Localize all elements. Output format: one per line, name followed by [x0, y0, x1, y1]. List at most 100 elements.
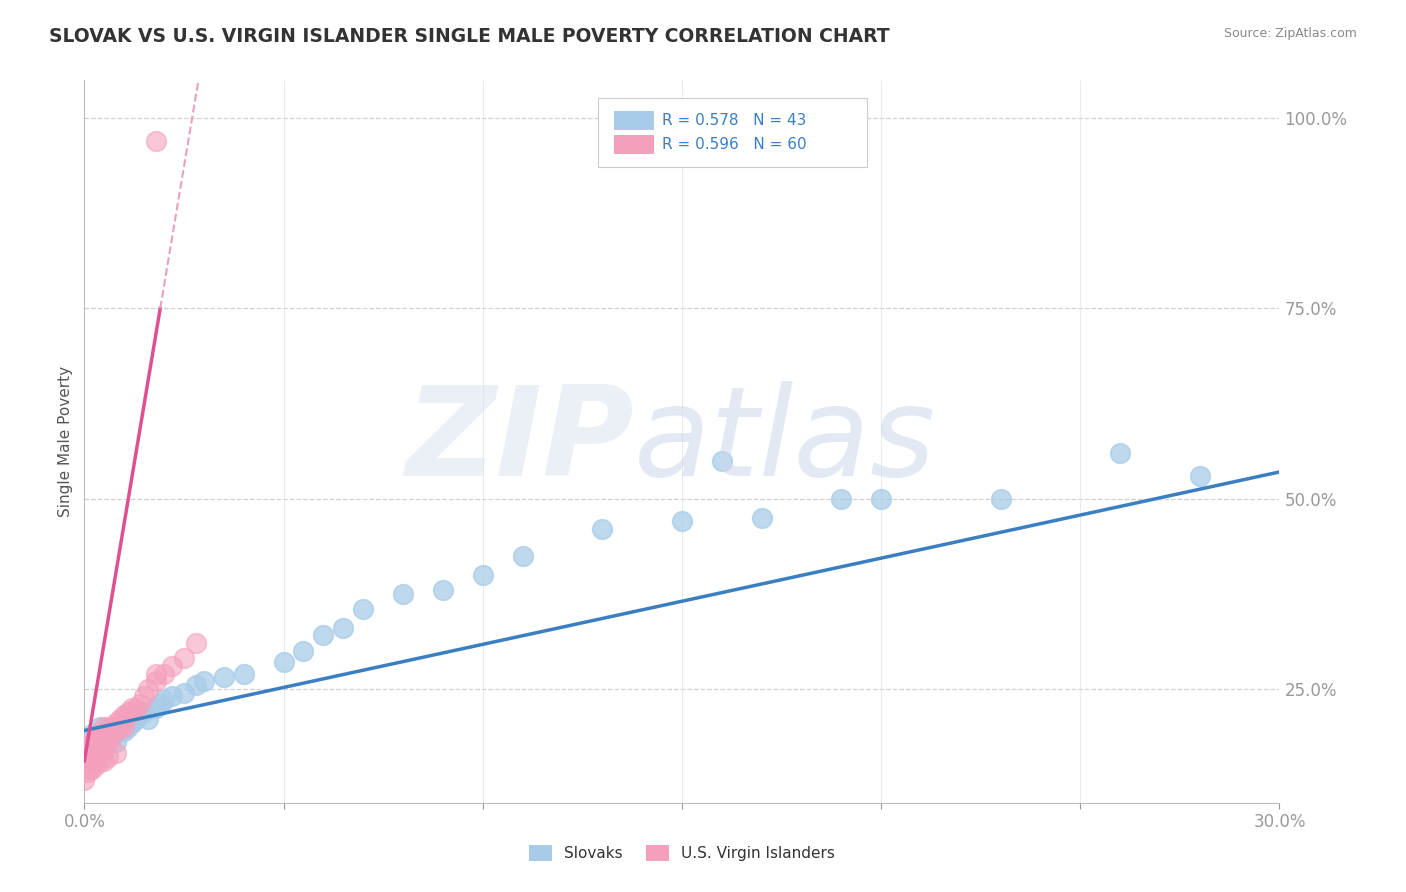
- Point: [110, 723, 132, 738]
- Point: [77, 742, 100, 756]
- Point: [121, 700, 143, 714]
- Point: [110, 720, 132, 734]
- Point: [97, 735, 120, 749]
- Point: [86, 750, 108, 764]
- Point: [77, 735, 100, 749]
- Point: [132, 690, 156, 704]
- Point: [112, 720, 135, 734]
- Point: [212, 670, 235, 684]
- Point: [149, 697, 172, 711]
- Point: [82, 739, 104, 753]
- Text: R = 0.578   N = 43: R = 0.578 N = 43: [662, 113, 806, 128]
- Point: [117, 708, 139, 723]
- Point: [93, 720, 115, 734]
- Point: [97, 750, 120, 764]
- Point: [105, 747, 128, 761]
- Point: [136, 681, 159, 696]
- Point: [160, 659, 183, 673]
- Point: [432, 582, 454, 597]
- Text: R = 0.596   N = 60: R = 0.596 N = 60: [662, 137, 806, 152]
- Point: [193, 674, 215, 689]
- FancyBboxPatch shape: [614, 136, 654, 154]
- Point: [184, 636, 207, 650]
- Point: [312, 628, 335, 642]
- Point: [101, 727, 124, 741]
- Point: [73, 747, 96, 761]
- Point: [89, 754, 111, 768]
- Point: [93, 742, 115, 756]
- Point: [89, 742, 111, 756]
- Point: [93, 731, 115, 746]
- Point: [73, 750, 96, 764]
- Point: [870, 491, 893, 506]
- Point: [97, 727, 120, 741]
- Point: [82, 727, 104, 741]
- Point: [990, 491, 1012, 506]
- Text: atlas: atlas: [634, 381, 936, 502]
- Point: [591, 522, 613, 536]
- Point: [125, 700, 148, 714]
- Legend: Slovaks, U.S. Virgin Islanders: Slovaks, U.S. Virgin Islanders: [523, 839, 841, 867]
- Point: [129, 697, 152, 711]
- FancyBboxPatch shape: [599, 98, 868, 167]
- Point: [112, 712, 135, 726]
- Point: [93, 754, 115, 768]
- Point: [129, 705, 152, 719]
- Point: [82, 742, 104, 756]
- Point: [82, 754, 104, 768]
- Point: [471, 567, 494, 582]
- Point: [77, 739, 100, 753]
- Point: [82, 762, 104, 776]
- Point: [89, 727, 111, 741]
- Point: [110, 712, 132, 726]
- FancyBboxPatch shape: [614, 112, 654, 130]
- Point: [121, 705, 143, 719]
- Point: [145, 666, 167, 681]
- Point: [153, 666, 176, 681]
- Point: [77, 747, 100, 761]
- Text: ZIP: ZIP: [405, 381, 634, 502]
- Point: [86, 757, 108, 772]
- Point: [117, 705, 139, 719]
- Point: [392, 587, 415, 601]
- Point: [232, 666, 254, 681]
- Point: [97, 727, 120, 741]
- Point: [132, 705, 156, 719]
- Point: [273, 655, 295, 669]
- Point: [86, 735, 108, 749]
- Point: [101, 731, 124, 746]
- Point: [77, 765, 100, 780]
- Point: [82, 735, 104, 749]
- Point: [125, 712, 148, 726]
- Point: [86, 731, 108, 746]
- Point: [671, 515, 693, 529]
- Text: SLOVAK VS U.S. VIRGIN ISLANDER SINGLE MALE POVERTY CORRELATION CHART: SLOVAK VS U.S. VIRGIN ISLANDER SINGLE MA…: [49, 27, 890, 45]
- Text: Source: ZipAtlas.com: Source: ZipAtlas.com: [1223, 27, 1357, 40]
- Point: [77, 750, 100, 764]
- Point: [136, 712, 159, 726]
- Point: [160, 690, 183, 704]
- Point: [73, 772, 96, 787]
- Point: [93, 735, 115, 749]
- Point: [292, 643, 315, 657]
- Point: [1109, 446, 1132, 460]
- Point: [101, 720, 124, 734]
- Point: [121, 715, 143, 730]
- Point: [173, 685, 195, 699]
- Point: [184, 678, 207, 692]
- Point: [105, 735, 128, 749]
- Point: [86, 739, 108, 753]
- Point: [89, 735, 111, 749]
- Point: [1188, 468, 1211, 483]
- Point: [145, 134, 167, 148]
- Point: [153, 693, 176, 707]
- Point: [77, 762, 100, 776]
- Point: [82, 750, 104, 764]
- Point: [352, 602, 374, 616]
- Point: [105, 723, 128, 738]
- Y-axis label: Single Male Poverty: Single Male Poverty: [58, 366, 73, 517]
- Point: [145, 674, 167, 689]
- Point: [112, 723, 135, 738]
- Point: [512, 549, 534, 563]
- Point: [89, 720, 111, 734]
